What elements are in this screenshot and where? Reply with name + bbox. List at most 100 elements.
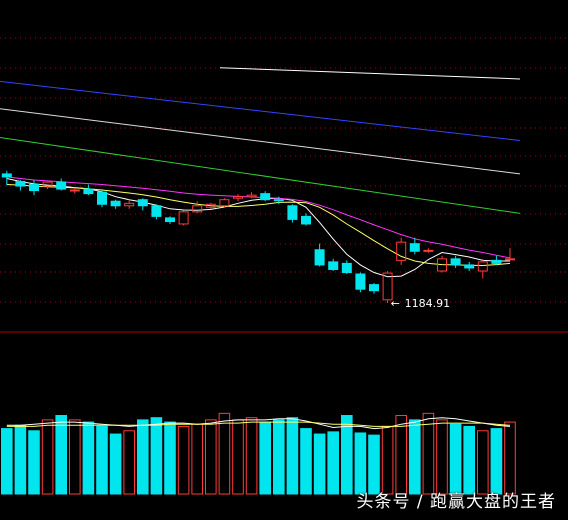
candle bbox=[1, 170, 12, 186]
candle-body bbox=[314, 249, 325, 266]
volume-bar bbox=[177, 425, 190, 495]
low-annotation: ← 1184.91 bbox=[391, 297, 451, 310]
watermark: 头条号 / 跑赢大盘的王者 bbox=[356, 492, 556, 512]
short-moving-averages bbox=[6, 176, 511, 278]
volume-bar bbox=[123, 430, 136, 495]
candle-body bbox=[29, 184, 39, 192]
candle bbox=[151, 204, 162, 220]
volume-bar bbox=[449, 423, 462, 495]
candle bbox=[29, 179, 39, 196]
volume-bar bbox=[368, 434, 380, 495]
candle bbox=[110, 199, 121, 209]
candle-body bbox=[477, 261, 488, 272]
candle bbox=[97, 189, 107, 208]
candle bbox=[450, 255, 461, 268]
ma20-line bbox=[6, 176, 511, 259]
ma250-line bbox=[0, 80, 521, 142]
volume-bar bbox=[300, 428, 312, 495]
volume-bar bbox=[381, 425, 394, 495]
volume-bar bbox=[69, 419, 81, 495]
candle-body bbox=[124, 202, 135, 207]
candle-body bbox=[341, 262, 352, 273]
volume-bar bbox=[150, 417, 163, 495]
volume-bar bbox=[341, 415, 353, 495]
candle bbox=[205, 202, 216, 209]
candle bbox=[178, 210, 189, 226]
candle bbox=[409, 237, 420, 255]
volume-bar bbox=[259, 421, 271, 495]
volume-bar bbox=[82, 421, 95, 495]
candle bbox=[464, 261, 475, 271]
volume-bar bbox=[14, 424, 27, 495]
volume-bar bbox=[409, 419, 421, 495]
candle-body bbox=[69, 189, 80, 192]
low-annotation-value: 1184.91 bbox=[405, 297, 451, 310]
volume-bar bbox=[205, 419, 217, 495]
candle bbox=[341, 260, 352, 275]
candle-body bbox=[192, 205, 203, 213]
candles-group bbox=[1, 170, 515, 304]
volume-bar bbox=[286, 417, 299, 495]
candle bbox=[396, 237, 407, 265]
candle-body bbox=[505, 258, 515, 261]
volume-bar bbox=[1, 428, 13, 495]
volume-bar bbox=[109, 433, 122, 495]
candle bbox=[83, 184, 94, 196]
candle bbox=[314, 243, 325, 267]
candle bbox=[355, 272, 366, 293]
candle-body bbox=[15, 181, 26, 187]
candle-body bbox=[328, 261, 339, 270]
candle-body bbox=[110, 200, 121, 207]
candle bbox=[15, 179, 26, 191]
ma5-line bbox=[6, 178, 510, 278]
volume-bar bbox=[463, 425, 475, 495]
ma10-line bbox=[6, 184, 511, 267]
candle bbox=[369, 283, 379, 294]
candle-body bbox=[97, 191, 107, 205]
candle-body bbox=[287, 205, 298, 220]
volume-bar bbox=[477, 430, 489, 495]
candle-body bbox=[273, 199, 284, 202]
candle-body bbox=[233, 196, 243, 199]
vol_ma5-line bbox=[6, 417, 511, 430]
volume-bar bbox=[191, 423, 203, 495]
candle-body bbox=[56, 181, 67, 190]
candle bbox=[382, 270, 393, 304]
candle-body bbox=[260, 193, 271, 201]
candle bbox=[192, 201, 203, 214]
candle bbox=[273, 196, 284, 205]
candle-body bbox=[151, 205, 162, 217]
candle bbox=[69, 187, 80, 194]
candle-body bbox=[382, 272, 393, 301]
low-annotation-arrow: ← bbox=[391, 297, 400, 310]
candle-body bbox=[450, 258, 461, 266]
volume-bar bbox=[218, 412, 231, 495]
volume-bar bbox=[28, 430, 40, 495]
volume-bars-group bbox=[1, 412, 516, 495]
candle-body bbox=[178, 211, 189, 225]
candle bbox=[328, 258, 339, 271]
candle bbox=[56, 178, 67, 191]
volume-ma-lines bbox=[6, 417, 511, 430]
candle bbox=[301, 213, 311, 226]
volume-bar bbox=[245, 417, 258, 495]
candle-body bbox=[205, 203, 216, 208]
candle-body bbox=[165, 217, 175, 223]
vol_ma10-line bbox=[6, 421, 511, 427]
candle bbox=[246, 192, 257, 199]
volume-bar bbox=[422, 412, 435, 495]
volume-bar bbox=[41, 419, 54, 495]
candle bbox=[137, 198, 148, 211]
candle-body bbox=[396, 241, 407, 261]
candle-body bbox=[83, 188, 94, 195]
candle-body bbox=[464, 264, 475, 269]
candle-body bbox=[219, 199, 230, 207]
volume-bar bbox=[232, 419, 244, 495]
candle-body bbox=[437, 258, 447, 272]
volume-bar bbox=[436, 419, 448, 495]
volume-bar bbox=[137, 419, 149, 495]
candle-body bbox=[423, 249, 434, 252]
volume-bar bbox=[164, 421, 176, 495]
candle bbox=[477, 258, 488, 279]
